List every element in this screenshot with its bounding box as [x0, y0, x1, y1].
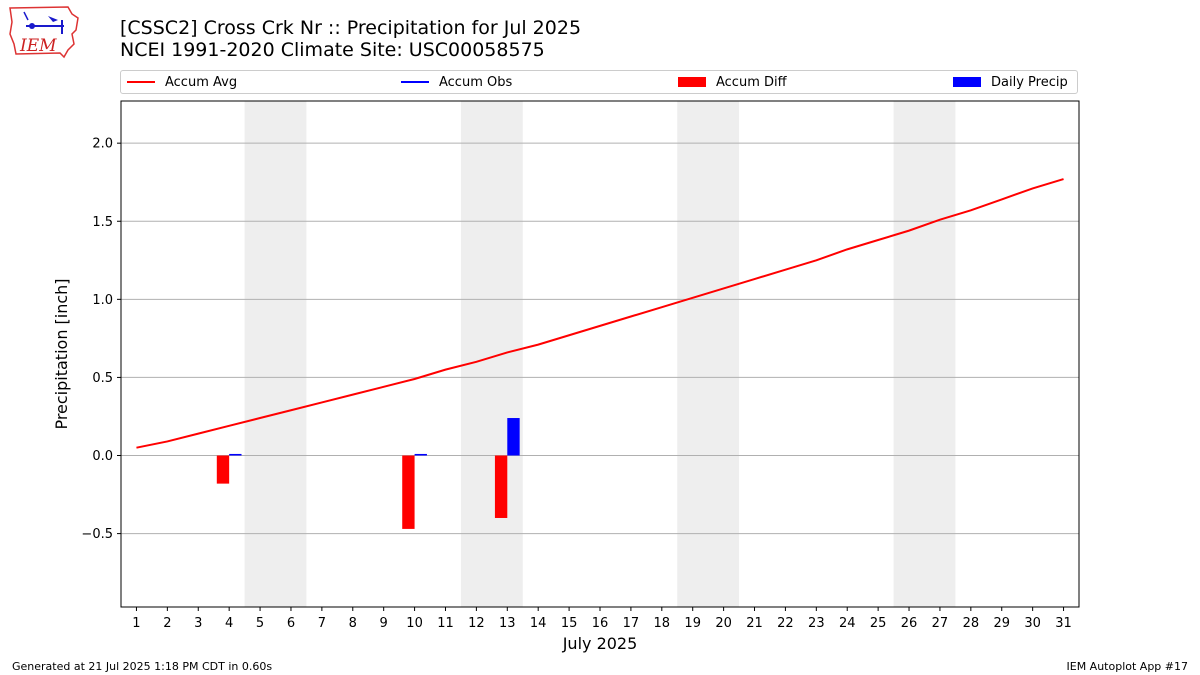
x-tick-label: 3	[194, 616, 202, 631]
y-tick-label: 2.0	[92, 137, 113, 152]
x-tick-label: 4	[225, 616, 233, 631]
chart-title: [CSSC2] Cross Crk Nr :: Precipitation fo…	[120, 17, 582, 39]
logo-text: IEM	[19, 36, 57, 56]
legend-swatch-accum-avg	[127, 81, 155, 83]
y-tick-label: 1.5	[92, 215, 113, 230]
x-tick-label: 11	[437, 616, 454, 631]
legend-swatch-daily-precip	[953, 77, 981, 87]
y-tick-label: 1.0	[92, 293, 113, 308]
y-tick-label: 0.0	[92, 449, 113, 464]
x-tick-label: 28	[963, 616, 980, 631]
x-tick-label: 27	[932, 616, 949, 631]
legend-label-daily-precip: Daily Precip	[991, 74, 1068, 90]
x-tick-label: 20	[715, 616, 732, 631]
x-tick-label: 13	[499, 616, 516, 631]
x-tick-label: 18	[654, 616, 671, 631]
legend: Accum Avg Accum Obs Accum Diff Daily Pre…	[120, 70, 1078, 94]
x-tick-label: 31	[1055, 616, 1072, 631]
x-tick-label: 15	[561, 616, 578, 631]
x-tick-label: 16	[592, 616, 609, 631]
daily-precip-bar-13	[507, 418, 520, 456]
weekend-shade-1	[244, 101, 307, 607]
accum-diff-bar-4	[216, 455, 230, 484]
accum-diff-bar-10	[402, 455, 415, 529]
x-tick-label: 24	[839, 616, 856, 631]
x-tick-label: 21	[746, 616, 763, 631]
x-tick-label: 2	[163, 616, 171, 631]
footer-app: IEM Autoplot App #17	[1066, 660, 1189, 673]
legend-label-accum-obs: Accum Obs	[439, 74, 513, 90]
x-tick-label: 9	[380, 616, 388, 631]
legend-item-accum-avg: Accum Avg	[127, 71, 237, 93]
daily-precip-bar-4	[229, 453, 242, 456]
chart-subtitle: NCEI 1991-2020 Climate Site: USC00058575	[120, 39, 545, 61]
iem-logo: IEM	[6, 4, 82, 60]
legend-item-accum-diff: Accum Diff	[678, 71, 787, 93]
x-tick-label: 23	[808, 616, 825, 631]
plot-frame	[120, 100, 1080, 608]
x-tick-label: 30	[1024, 616, 1041, 631]
x-tick-label: 26	[901, 616, 918, 631]
x-tick-label: 22	[777, 616, 794, 631]
x-tick-label: 7	[318, 616, 326, 631]
y-tick-label: 0.5	[92, 371, 113, 386]
legend-item-accum-obs: Accum Obs	[401, 71, 512, 93]
x-tick-label: 8	[349, 616, 357, 631]
x-axis-label: July 2025	[562, 634, 638, 653]
x-tick-label: 25	[870, 616, 887, 631]
legend-swatch-accum-obs	[401, 81, 429, 83]
weekend-shade-2	[460, 101, 523, 607]
weekend-shade-4	[893, 101, 956, 607]
x-tick-label: 10	[406, 616, 423, 631]
x-tick-label: 1	[132, 616, 140, 631]
x-tick-label: 17	[623, 616, 640, 631]
x-tick-label: 14	[530, 616, 547, 631]
accum-avg-line	[136, 178, 1064, 449]
x-tick-label: 19	[684, 616, 701, 631]
footer-generated: Generated at 21 Jul 2025 1:18 PM CDT in …	[12, 660, 273, 673]
legend-swatch-accum-diff	[678, 77, 706, 87]
legend-label-accum-avg: Accum Avg	[165, 74, 238, 90]
x-tick-label: 5	[256, 616, 264, 631]
x-tick-label: 6	[287, 616, 295, 631]
x-tick-label: 12	[468, 616, 485, 631]
y-tick-label: −0.5	[81, 527, 113, 542]
legend-item-daily-precip: Daily Precip	[953, 71, 1068, 93]
legend-label-accum-diff: Accum Diff	[716, 74, 787, 90]
x-tick-label: 29	[993, 616, 1010, 631]
weekend-shade-3	[677, 101, 740, 607]
accum-diff-bar-13	[494, 455, 508, 518]
daily-precip-bar-10	[414, 453, 427, 456]
y-axis-label: Precipitation [inch]	[52, 278, 71, 429]
